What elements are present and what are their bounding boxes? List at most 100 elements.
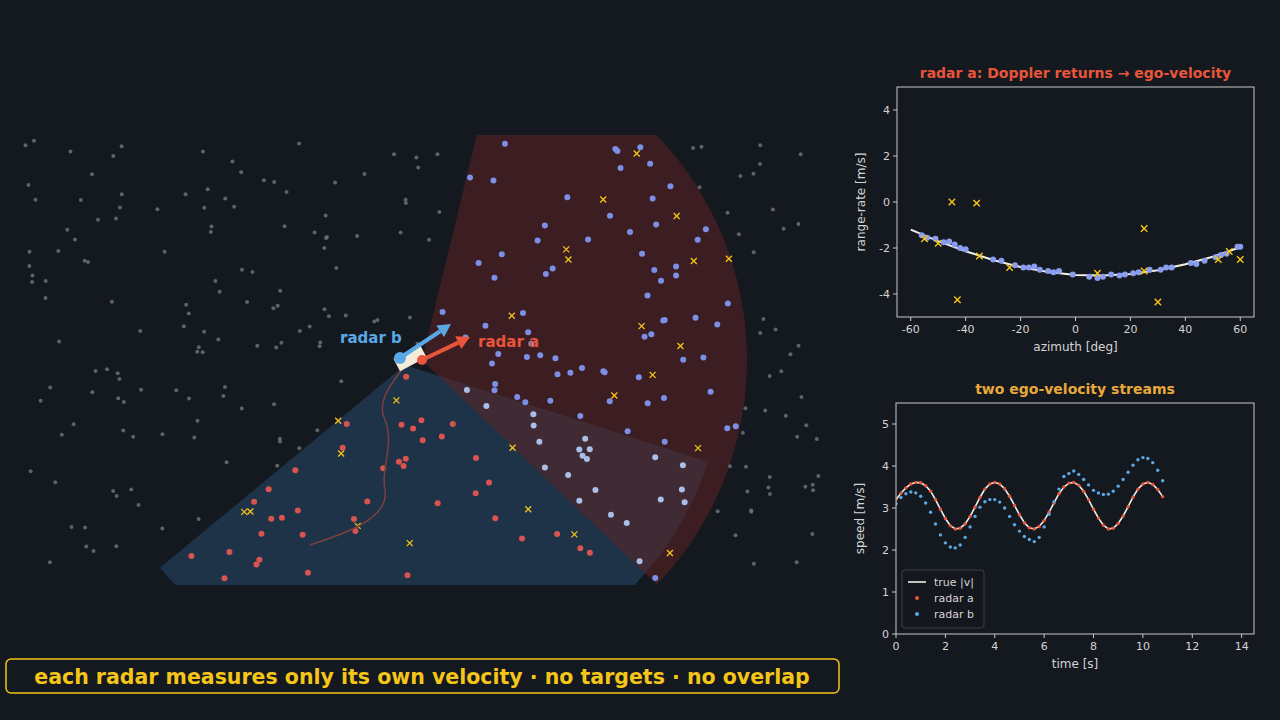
point bbox=[1202, 258, 1208, 264]
point bbox=[1012, 262, 1018, 268]
point bbox=[1087, 483, 1090, 486]
legend-box bbox=[902, 570, 984, 628]
scene-dot bbox=[139, 388, 143, 392]
x-tick-label: 0 bbox=[1072, 323, 1079, 336]
point-x bbox=[973, 200, 979, 206]
point bbox=[1116, 273, 1122, 279]
scene-dot bbox=[28, 250, 32, 254]
scene-dot bbox=[116, 396, 120, 400]
scene-dot bbox=[138, 329, 142, 333]
scene-dot bbox=[188, 553, 194, 559]
scene-dot bbox=[618, 165, 624, 171]
point-x bbox=[1141, 268, 1147, 274]
point bbox=[1136, 487, 1139, 490]
scene-dot bbox=[695, 237, 701, 243]
scene-dot bbox=[44, 279, 48, 283]
point bbox=[919, 495, 922, 498]
scene-dot bbox=[39, 399, 43, 403]
point bbox=[963, 536, 966, 539]
point bbox=[1077, 484, 1080, 487]
scene-dot bbox=[752, 250, 756, 254]
scene-outlier bbox=[509, 313, 515, 319]
point bbox=[973, 515, 976, 518]
point bbox=[909, 482, 912, 485]
scene-dot bbox=[587, 550, 593, 556]
scene-dot bbox=[84, 544, 88, 548]
scene-dot bbox=[364, 499, 370, 505]
scene-dot bbox=[811, 483, 815, 487]
scene-dot bbox=[27, 264, 31, 268]
scene-dot bbox=[784, 414, 788, 418]
scene-dot bbox=[768, 374, 772, 378]
point bbox=[1067, 472, 1070, 475]
scene-dot bbox=[308, 324, 312, 328]
point bbox=[973, 505, 976, 508]
point bbox=[1087, 498, 1090, 501]
scene-dot bbox=[645, 400, 651, 406]
point bbox=[1147, 267, 1153, 273]
point bbox=[944, 517, 947, 520]
point bbox=[1033, 527, 1036, 530]
scene-dot bbox=[53, 480, 57, 484]
scene-dot bbox=[645, 293, 651, 299]
point bbox=[993, 498, 996, 501]
scene-dot bbox=[728, 464, 732, 468]
scene-dot bbox=[652, 454, 658, 460]
point bbox=[1161, 495, 1164, 498]
scene-dot bbox=[779, 369, 783, 373]
point bbox=[1013, 523, 1016, 526]
scene-dot bbox=[131, 435, 135, 439]
scene-dot bbox=[660, 318, 666, 324]
scene-dot bbox=[163, 250, 167, 254]
point bbox=[1051, 269, 1057, 275]
x-tick bbox=[994, 634, 995, 638]
scene-dot bbox=[473, 490, 479, 496]
y-tick bbox=[893, 110, 897, 111]
scene-dot bbox=[90, 390, 94, 394]
scene-dot bbox=[210, 225, 214, 229]
legend: true |v|radar aradar b bbox=[902, 570, 984, 628]
scene-dot bbox=[749, 510, 753, 514]
scene-dot bbox=[554, 531, 560, 537]
scene-dot bbox=[399, 231, 403, 235]
legend-swatch bbox=[908, 581, 926, 583]
scene-outlier bbox=[650, 372, 656, 378]
point bbox=[1092, 489, 1095, 492]
scene-dot bbox=[552, 355, 558, 361]
scene-dot bbox=[761, 317, 765, 321]
scene-dot bbox=[679, 486, 685, 492]
chart: radar a: Doppler returns → ego-velocity-… bbox=[854, 65, 1254, 354]
scene-dot bbox=[647, 161, 653, 167]
point bbox=[941, 239, 947, 245]
scene-dot bbox=[31, 274, 35, 278]
y-tick bbox=[893, 202, 897, 203]
scene-outlier bbox=[335, 418, 341, 424]
scene-dot bbox=[271, 306, 275, 310]
scene-dot bbox=[733, 423, 739, 429]
scene-dot bbox=[375, 318, 379, 322]
y-tick-label: 5 bbox=[882, 418, 889, 431]
chart-title: two ego-velocity streams bbox=[975, 381, 1175, 397]
scene-dot bbox=[636, 374, 642, 380]
point bbox=[946, 239, 952, 245]
scene-dot bbox=[418, 417, 424, 423]
point bbox=[1082, 478, 1085, 481]
scene bbox=[24, 135, 821, 585]
scene-dot bbox=[440, 309, 446, 315]
chart: two ego-velocity streams0246810121401234… bbox=[853, 381, 1254, 671]
scene-dot bbox=[627, 229, 633, 235]
scene-dot bbox=[810, 532, 814, 536]
scene-dot bbox=[502, 141, 508, 147]
scene-dot bbox=[567, 370, 573, 376]
legend-label: true |v| bbox=[934, 576, 974, 589]
point bbox=[1126, 471, 1129, 474]
x-tick-label: 2 bbox=[942, 640, 949, 653]
scene-dot bbox=[160, 527, 164, 531]
point bbox=[954, 546, 957, 549]
scene-dot bbox=[160, 432, 164, 436]
scene-dot bbox=[491, 275, 497, 281]
scene-dot bbox=[192, 436, 196, 440]
scene-dot bbox=[716, 509, 720, 513]
y-tick-label: 1 bbox=[882, 586, 889, 599]
point-x bbox=[1226, 248, 1232, 254]
